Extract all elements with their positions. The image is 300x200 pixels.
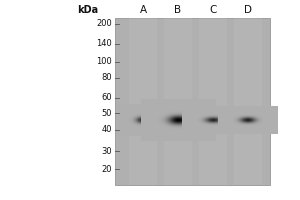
- Text: 80: 80: [101, 73, 112, 82]
- Bar: [129, 18, 157, 185]
- Text: 30: 30: [101, 146, 112, 156]
- Text: A: A: [140, 5, 147, 15]
- Bar: [164, 18, 192, 185]
- Text: 140: 140: [96, 40, 112, 48]
- Text: B: B: [174, 5, 182, 15]
- Text: 100: 100: [96, 58, 112, 66]
- Text: kDa: kDa: [77, 5, 98, 15]
- Bar: [199, 18, 227, 185]
- Text: D: D: [244, 5, 252, 15]
- Bar: [115, 18, 270, 185]
- Text: 20: 20: [101, 164, 112, 173]
- Text: 50: 50: [101, 108, 112, 117]
- Text: 60: 60: [101, 94, 112, 102]
- Text: 200: 200: [96, 20, 112, 28]
- Text: 40: 40: [101, 126, 112, 134]
- Bar: [234, 18, 262, 185]
- Text: C: C: [209, 5, 217, 15]
